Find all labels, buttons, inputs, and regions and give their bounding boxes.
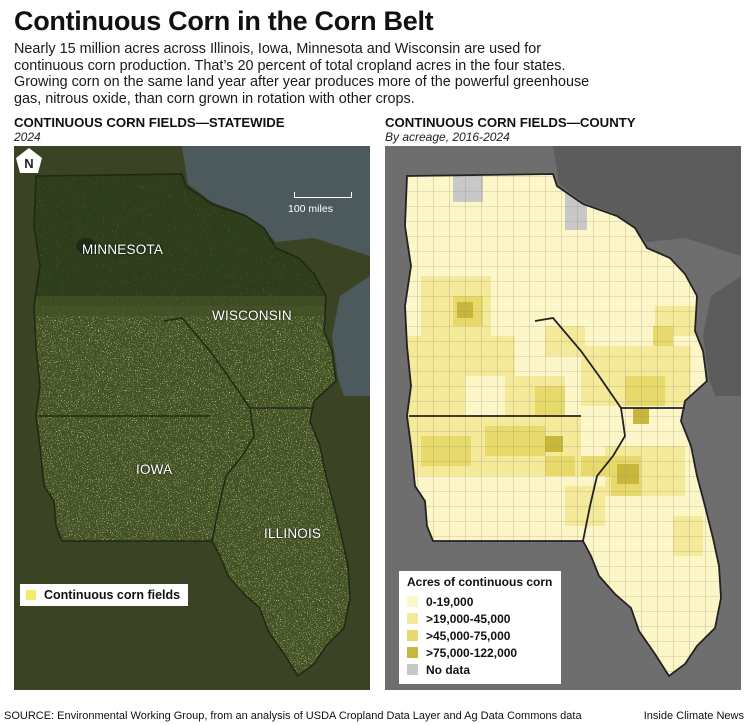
statewide-satellite-map: MINNESOTA WISCONSIN IOWA ILLINOIS N 100 … [14, 146, 370, 690]
legend-row: >45,000-75,000 [407, 627, 555, 644]
legend-label: No data [426, 662, 471, 677]
county-legend: Acres of continuous corn 0-19,000 >19,00… [399, 571, 561, 684]
legend-label: >19,000-45,000 [426, 611, 511, 626]
county-legend-title: Acres of continuous corn [407, 575, 553, 589]
statewide-legend-label: Continuous corn fields [44, 588, 181, 602]
label-illinois: ILLINOIS [264, 526, 322, 541]
county-choropleth-map: Acres of continuous corn 0-19,000 >19,00… [385, 146, 741, 690]
legend-row: >19,000-45,000 [407, 610, 555, 627]
statewide-legend: Continuous corn fields [20, 584, 189, 606]
legend-swatch [407, 647, 418, 658]
legend-swatch [407, 630, 418, 641]
label-minnesota: MINNESOTA [82, 242, 164, 257]
legend-row: 0-19,000 [407, 593, 555, 610]
publisher-credit: Inside Climate News [643, 710, 744, 722]
legend-label: >45,000-75,000 [426, 628, 511, 643]
north-arrow-icon: N [16, 148, 42, 173]
corn-field-swatch [26, 590, 36, 600]
scale-bar [294, 192, 352, 198]
legend-row: >75,000-122,000 [407, 644, 555, 661]
source-note: SOURCE: Environmental Working Group, fro… [4, 710, 582, 722]
legend-label: 0-19,000 [426, 594, 474, 609]
label-iowa: IOWA [136, 462, 173, 477]
right-panel-subtitle: By acreage, 2016-2024 [385, 130, 510, 144]
county-map-svg [385, 146, 741, 690]
page-subtitle: Nearly 15 million acres across Illinois,… [14, 41, 590, 107]
legend-swatch [407, 664, 418, 675]
legend-label: >75,000-122,000 [426, 645, 518, 660]
north-letter: N [24, 156, 33, 171]
left-panel-subtitle: 2024 [14, 130, 41, 144]
legend-swatch [407, 613, 418, 624]
legend-swatch [407, 596, 418, 607]
label-wisconsin: WISCONSIN [212, 308, 292, 323]
legend-row: No data [407, 661, 555, 678]
right-panel-title: CONTINUOUS CORN FIELDS—COUNTY [385, 115, 636, 130]
scale-label: 100 miles [288, 203, 333, 215]
page-title: Continuous Corn in the Corn Belt [14, 6, 434, 36]
left-panel-title: CONTINUOUS CORN FIELDS—STATEWIDE [14, 115, 285, 130]
statewide-map-svg [14, 146, 370, 690]
